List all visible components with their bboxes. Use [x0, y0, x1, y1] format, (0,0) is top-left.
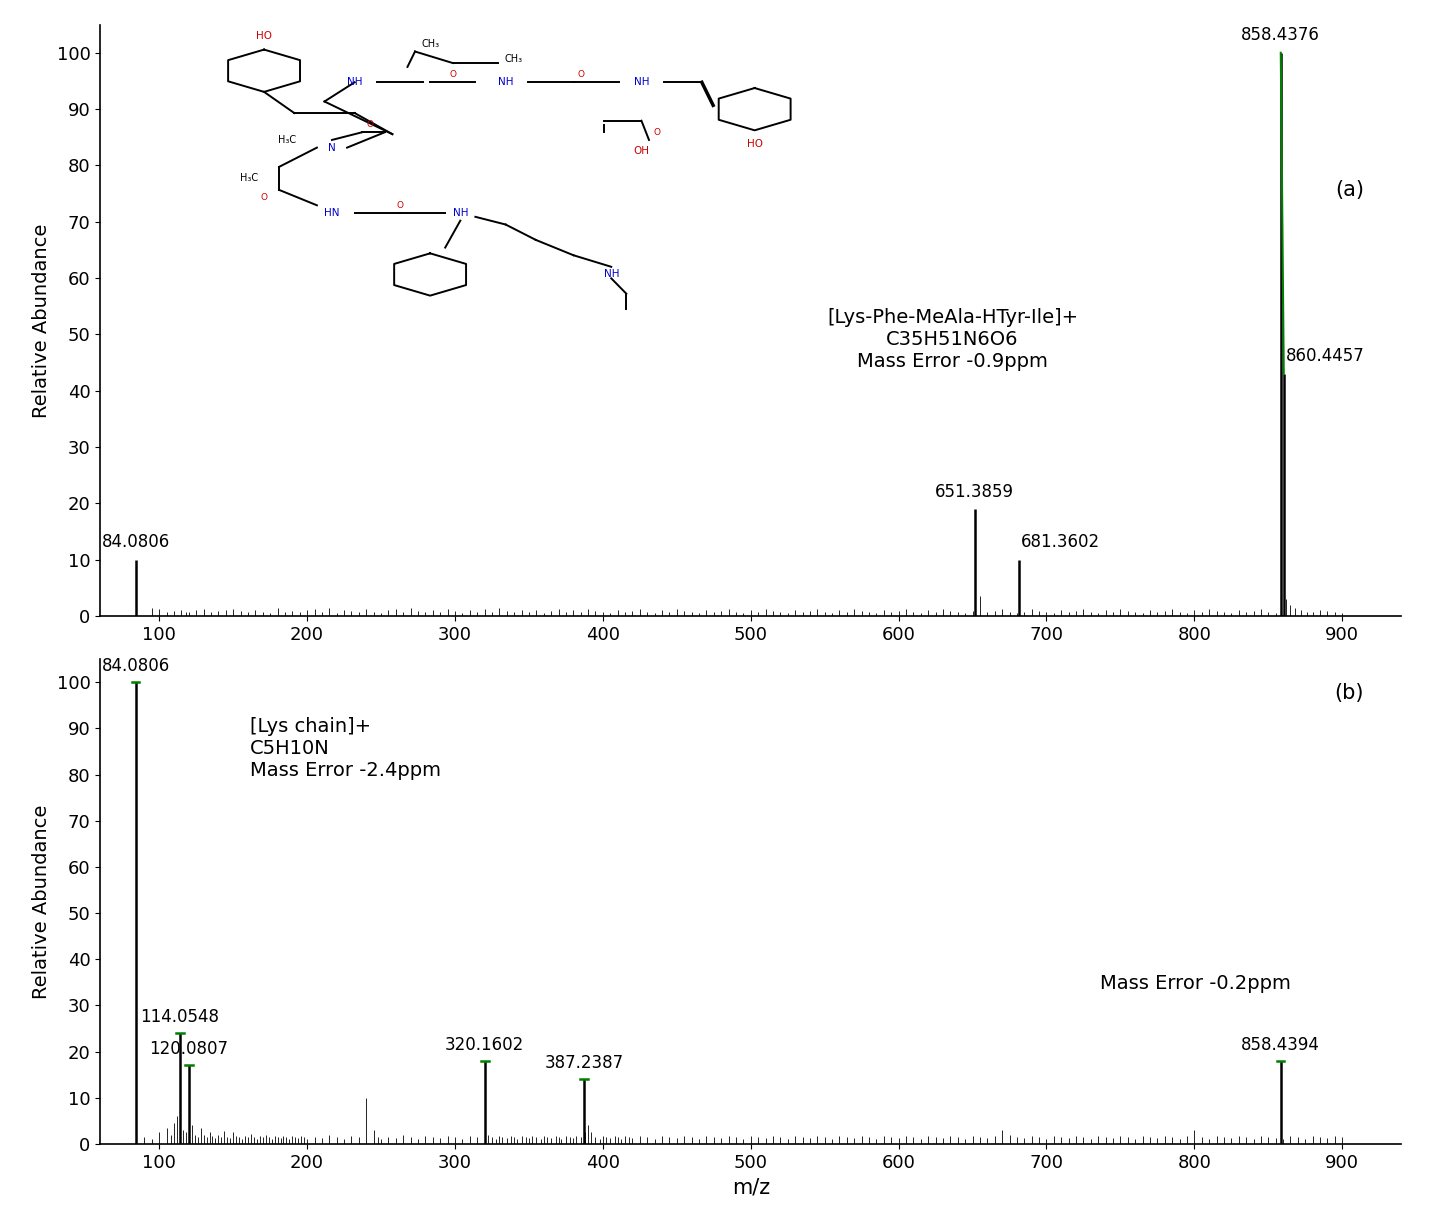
X-axis label: m/z: m/z	[732, 1177, 769, 1197]
Y-axis label: Relative Abundance: Relative Abundance	[31, 804, 51, 999]
Text: 387.2387: 387.2387	[545, 1054, 623, 1073]
Text: (a): (a)	[1334, 181, 1364, 200]
Text: 120.0807: 120.0807	[150, 1041, 229, 1059]
Text: 858.4376: 858.4376	[1241, 26, 1320, 44]
Text: 84.0806: 84.0806	[102, 534, 170, 551]
Text: 860.4457: 860.4457	[1286, 347, 1364, 365]
Text: 651.3859: 651.3859	[935, 482, 1014, 501]
Text: Mass Error -0.2ppm: Mass Error -0.2ppm	[1100, 974, 1291, 993]
Text: [Lys-Phe-MeAla-HTyr-Ile]+
C35H51N6O6
Mass Error -0.9ppm: [Lys-Phe-MeAla-HTyr-Ile]+ C35H51N6O6 Mas…	[827, 309, 1078, 371]
Text: 858.4394: 858.4394	[1241, 1036, 1320, 1054]
Y-axis label: Relative Abundance: Relative Abundance	[31, 223, 51, 417]
Text: 320.1602: 320.1602	[445, 1036, 525, 1054]
Text: (b): (b)	[1334, 684, 1364, 704]
Text: 84.0806: 84.0806	[102, 657, 170, 675]
Text: [Lys chain]+
C5H10N
Mass Error -2.4ppm: [Lys chain]+ C5H10N Mass Error -2.4ppm	[250, 717, 440, 780]
Text: 114.0548: 114.0548	[140, 1009, 220, 1026]
Text: 681.3602: 681.3602	[1021, 534, 1101, 551]
